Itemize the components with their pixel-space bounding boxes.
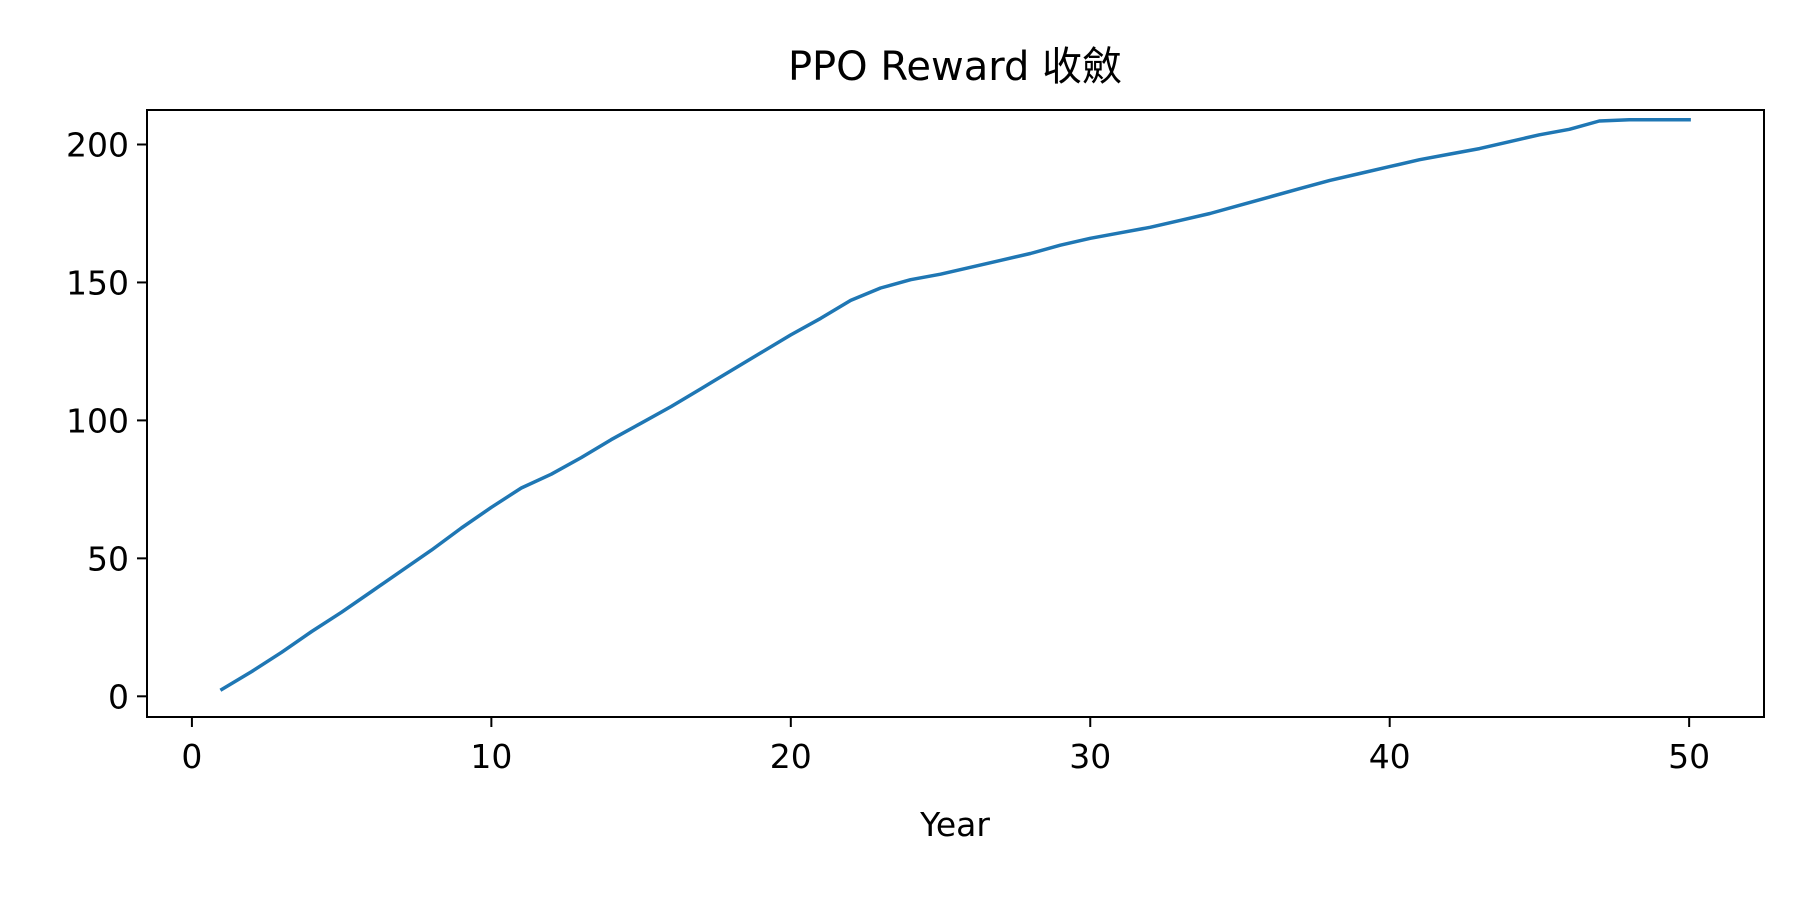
x-tick-label: 40 <box>1369 737 1411 776</box>
x-tick-label: 50 <box>1668 737 1710 776</box>
plot-frame <box>146 109 1765 718</box>
y-tick-label: 100 <box>66 401 129 440</box>
x-axis-ticks: 0 10 20 30 40 50 <box>181 717 1710 776</box>
x-tick-label: 30 <box>1069 737 1111 776</box>
y-tick-label: 0 <box>108 677 129 716</box>
x-tick-label: 0 <box>181 737 202 776</box>
x-tick-label: 10 <box>470 737 512 776</box>
series-line <box>219 117 1691 692</box>
x-tick-label: 20 <box>770 737 812 776</box>
y-axis-ticks: 0 50 100 150 200 <box>66 125 147 716</box>
y-tick-label: 150 <box>66 263 129 302</box>
y-tick-label: 200 <box>66 125 129 164</box>
chart-title: PPO Reward 收斂 <box>788 44 1122 90</box>
x-axis-label: Year <box>919 805 990 844</box>
y-tick-label: 50 <box>87 539 129 578</box>
